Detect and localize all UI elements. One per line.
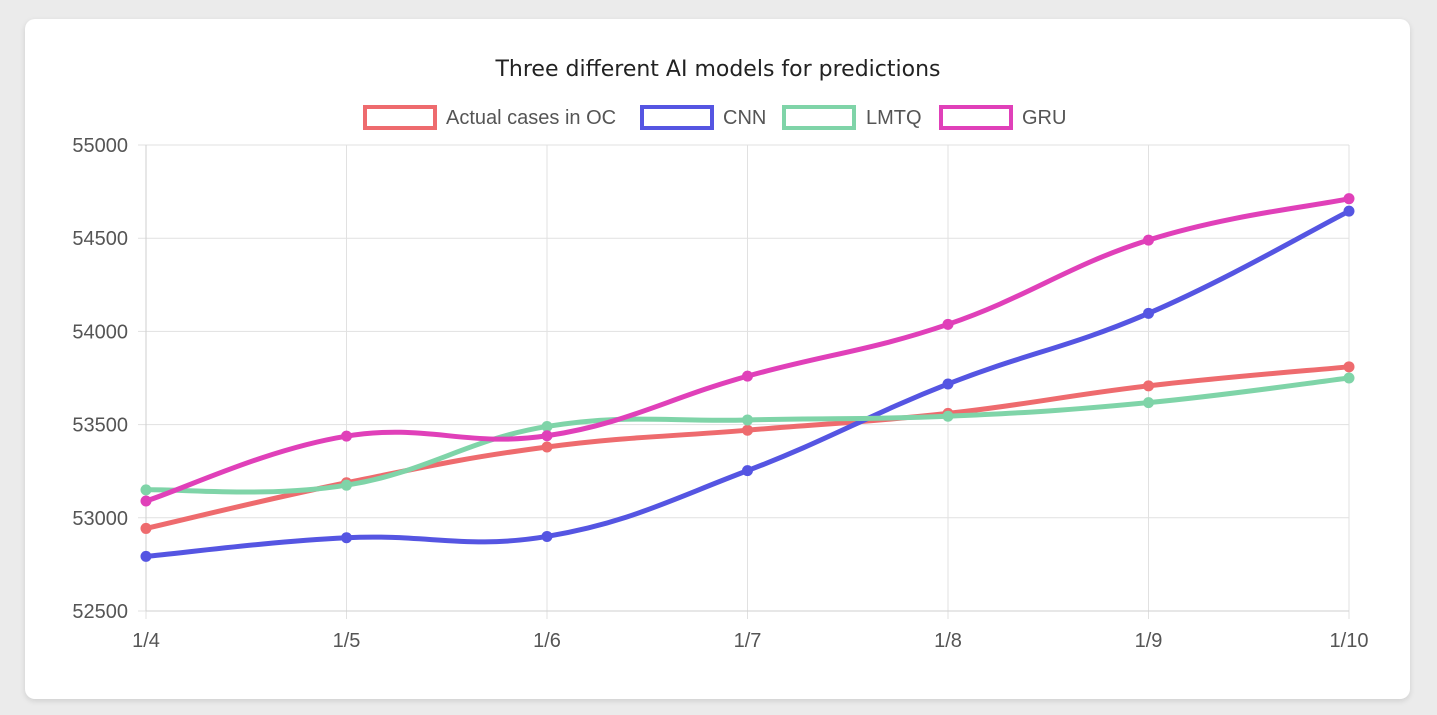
data-point-cnn[interactable] <box>1143 307 1154 319</box>
data-point-lmtq[interactable] <box>341 479 352 491</box>
x-tick-label: 1/8 <box>934 630 962 652</box>
data-point-lmtq[interactable] <box>942 410 954 422</box>
y-tick-label: 52500 <box>72 601 128 623</box>
data-point-gru[interactable] <box>1343 193 1355 205</box>
data-point-gru[interactable] <box>541 430 553 442</box>
data-point-lmtq[interactable] <box>541 420 553 432</box>
legend-label: CNN <box>723 107 766 129</box>
x-tick-label: 1/10 <box>1330 630 1369 652</box>
data-point-lmtq[interactable] <box>140 484 152 496</box>
y-tick-label: 53000 <box>72 508 128 530</box>
data-point-lmtq[interactable] <box>1143 397 1154 409</box>
data-point-gru[interactable] <box>1143 234 1154 246</box>
legend-item-lmtq[interactable]: LMTQ <box>782 105 922 130</box>
series-lmtq <box>140 372 1355 496</box>
legend-label: GRU <box>1022 107 1066 129</box>
data-point-actual-cases-in-oc[interactable] <box>742 424 753 436</box>
legend-item-cnn[interactable]: CNN <box>640 105 766 130</box>
data-point-cnn[interactable] <box>140 550 152 562</box>
chart-title: Three different AI models for prediction… <box>494 57 940 82</box>
data-point-cnn[interactable] <box>742 465 753 477</box>
y-tick-label: 55000 <box>72 135 128 157</box>
x-tick-label: 1/9 <box>1135 630 1163 652</box>
data-point-gru[interactable] <box>140 495 152 507</box>
data-point-cnn[interactable] <box>341 532 352 544</box>
data-point-cnn[interactable] <box>1343 205 1355 217</box>
data-point-actual-cases-in-oc[interactable] <box>1343 361 1355 373</box>
data-point-cnn[interactable] <box>942 378 954 390</box>
data-point-gru[interactable] <box>742 370 753 382</box>
legend-swatch <box>782 105 856 130</box>
data-point-lmtq[interactable] <box>742 414 753 426</box>
x-tick-label: 1/6 <box>533 630 561 652</box>
data-point-cnn[interactable] <box>541 530 553 542</box>
x-tick-label: 1/5 <box>333 630 361 652</box>
data-point-actual-cases-in-oc[interactable] <box>1143 380 1154 392</box>
legend-swatch <box>939 105 1013 130</box>
data-point-gru[interactable] <box>341 430 352 442</box>
y-tick-label: 54000 <box>72 321 128 343</box>
y-tick-label: 53500 <box>72 415 128 437</box>
series-gru <box>140 193 1355 507</box>
data-point-gru[interactable] <box>942 318 954 330</box>
data-point-actual-cases-in-oc[interactable] <box>541 441 553 453</box>
data-point-lmtq[interactable] <box>1343 372 1355 384</box>
legend-item-actual-cases-in-oc[interactable]: Actual cases in OC <box>363 105 616 130</box>
data-point-actual-cases-in-oc[interactable] <box>140 522 152 534</box>
legend-label: Actual cases in OC <box>446 107 616 129</box>
legend-swatch <box>363 105 437 130</box>
legend-label: LMTQ <box>866 107 922 129</box>
y-tick-label: 54500 <box>72 228 128 250</box>
chart-card <box>25 19 1410 699</box>
legend[interactable]: Actual cases in OC CNN LMTQ GRU <box>363 105 1066 130</box>
x-tick-label: 1/7 <box>734 630 762 652</box>
x-tick-label: 1/4 <box>132 630 160 652</box>
legend-item-gru[interactable]: GRU <box>939 105 1066 130</box>
legend-swatch <box>640 105 714 130</box>
series-group <box>140 193 1355 562</box>
series-cnn <box>140 205 1355 562</box>
